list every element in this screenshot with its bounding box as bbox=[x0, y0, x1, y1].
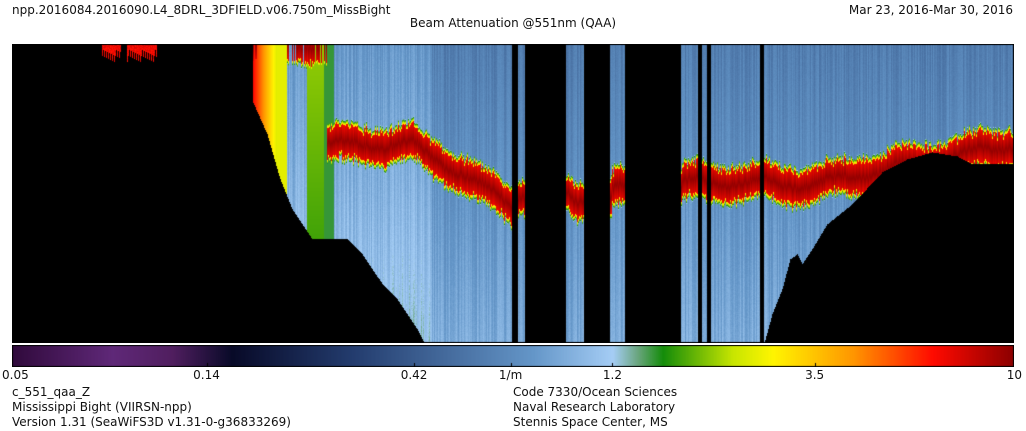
colorbar-tick-label: 0.05 bbox=[2, 368, 29, 382]
date-range: Mar 23, 2016-Mar 30, 2016 bbox=[848, 3, 1013, 17]
colorbar-tick-label: 0.14 bbox=[193, 368, 220, 382]
footer-version: Version 1.31 (SeaWiFS3D v1.31-0-g3683326… bbox=[12, 415, 291, 429]
colorbar-tick-label: 0.42 bbox=[400, 368, 428, 382]
footer-variable: c_551_qaa_Z bbox=[12, 385, 91, 399]
file-name: npp.2016084.2016090.L4_8DRL_3DFIELD.v06.… bbox=[12, 3, 391, 17]
colorbar-tick-label: 10 bbox=[1006, 368, 1022, 382]
footer-org-line2: Naval Research Laboratory bbox=[513, 400, 676, 414]
chart-title: Beam Attenuation @551nm (QAA) bbox=[409, 16, 617, 30]
footer-org-line1: Code 7330/Ocean Sciences bbox=[513, 385, 678, 399]
colorbar-tick-label: 1/m bbox=[498, 368, 523, 382]
footer-region: Mississippi Bight (VIIRSN-npp) bbox=[12, 400, 192, 414]
footer-org-line3: Stennis Space Center, MS bbox=[513, 415, 668, 429]
depth-section-heatmap bbox=[12, 44, 1014, 343]
colorbar-tick-label: 3.5 bbox=[805, 368, 825, 382]
colorbar-tick-label: 1.2 bbox=[602, 368, 622, 382]
colorbar bbox=[12, 345, 1014, 367]
